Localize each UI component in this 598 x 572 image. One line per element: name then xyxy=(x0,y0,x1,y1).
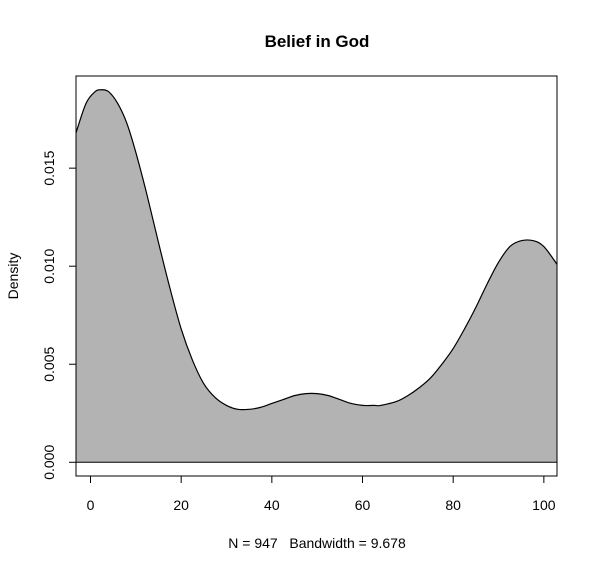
y-axis: 0.000 0.005 0.010 0.015 xyxy=(41,150,76,480)
density-area-fill xyxy=(76,89,557,463)
chart-title: Belief in God xyxy=(265,32,370,51)
density-curve-line xyxy=(75,89,558,411)
x-tick-label: 60 xyxy=(355,497,371,513)
plot-area xyxy=(75,75,558,477)
x-tick-label: 0 xyxy=(87,497,95,513)
y-tick-label: 0.015 xyxy=(41,150,57,185)
x-tick-label: 80 xyxy=(445,497,461,513)
x-tick-label: 100 xyxy=(532,497,556,513)
x-tick-label: 20 xyxy=(173,497,189,513)
plot-frame xyxy=(75,75,558,477)
y-tick-label: 0.010 xyxy=(41,248,57,283)
y-axis-label: Density xyxy=(5,253,21,300)
x-tick-label: 40 xyxy=(264,497,280,513)
x-axis-label: N = 947 Bandwidth = 9.678 xyxy=(228,535,406,551)
y-tick-label: 0.000 xyxy=(41,445,57,480)
x-axis: 0 20 40 60 80 100 xyxy=(87,476,556,513)
y-tick-label: 0.005 xyxy=(41,347,57,382)
